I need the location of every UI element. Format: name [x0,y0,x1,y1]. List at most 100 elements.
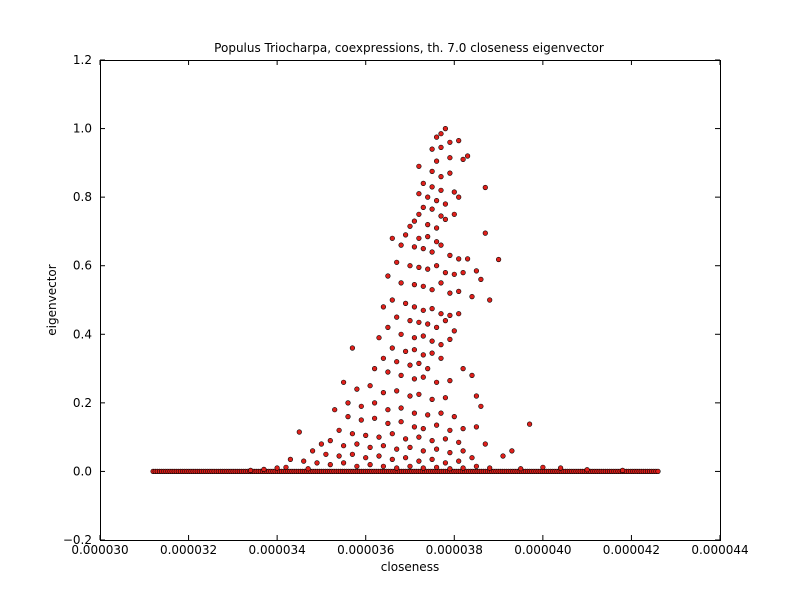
data-point [434,446,440,452]
data-point [434,422,440,428]
data-point [349,345,356,351]
plot-frame [100,60,721,541]
data-point [372,415,378,421]
y-tick-label: 0.6 [73,259,92,273]
data-point [438,174,444,180]
data-point [363,432,369,439]
y-tick-label: 1.0 [73,122,92,136]
data-point [456,256,462,262]
data-point [394,314,400,320]
data-point [403,232,409,238]
x-tick-label: 0.000032 [160,543,217,557]
data-point [367,444,373,451]
data-point [358,417,364,423]
data-point [332,407,338,413]
data-point [354,441,360,447]
data-point [341,460,347,466]
data-point [447,466,453,472]
data-point [420,426,426,432]
data-point [584,467,590,473]
data-point [394,359,400,365]
data-point [429,438,435,444]
data-point [456,194,462,200]
y-tick-label: −0.2 [63,533,92,547]
data-point [465,153,471,159]
data-point [434,263,440,269]
x-tick-label: 0.000030 [71,543,128,557]
data-point [429,350,435,356]
data-point [354,386,360,392]
data-point [487,297,493,303]
data-point [420,283,426,289]
data-point [434,158,440,164]
data-point [416,434,422,440]
data-point [420,333,426,339]
data-point [411,410,418,416]
x-tick-label: 0.000034 [249,543,306,557]
data-point [438,280,444,286]
data-point [389,297,395,303]
data-point [540,464,546,470]
data-point [429,146,435,152]
data-point [420,352,426,358]
data-point [376,335,382,341]
data-point [460,465,466,471]
data-point [420,448,426,454]
data-point [473,268,480,274]
data-point [367,383,373,389]
data-point [438,187,444,193]
data-point [416,360,422,367]
data-point [434,324,440,331]
data-point [416,211,422,217]
data-point [398,331,404,337]
data-point [358,403,364,409]
data-point [398,280,404,286]
data-point [367,462,373,468]
data-point [380,443,387,449]
data-point [372,366,378,372]
data-point [389,345,395,351]
data-point [296,429,302,435]
data-point [314,460,320,466]
data-point [398,419,404,425]
data-point [425,412,431,418]
data-point [429,249,435,255]
data-point [336,453,342,459]
data-point [451,328,457,334]
data-point [438,311,444,317]
data-point [655,468,661,475]
data-point [429,338,435,344]
data-point [460,448,466,454]
data-point [447,290,453,296]
data-point [557,465,564,471]
data-point [398,372,404,379]
data-point [434,225,440,231]
data-point [345,400,351,406]
data-point [526,421,533,427]
data-point [385,324,391,331]
data-point [438,131,444,137]
y-tick-label: 0.8 [73,190,92,204]
data-point [407,362,413,368]
data-point [416,191,422,197]
data-point [429,456,435,463]
x-tick-label: 0.000038 [426,543,483,557]
x-tick-label: 0.000040 [514,543,571,557]
data-point [429,287,435,293]
data-point [518,466,524,472]
data-point [447,139,453,145]
data-point [389,456,395,463]
data-point [451,211,457,217]
data-point [434,198,440,204]
data-point [394,388,400,394]
data-point [411,424,418,430]
data-point [363,455,369,461]
data-point [411,347,418,353]
data-point [403,300,409,307]
data-point [349,451,356,457]
data-point [438,355,444,361]
data-point [310,448,316,454]
data-point [416,264,422,271]
y-tick-label: 0.2 [73,396,92,410]
data-point [411,304,418,310]
